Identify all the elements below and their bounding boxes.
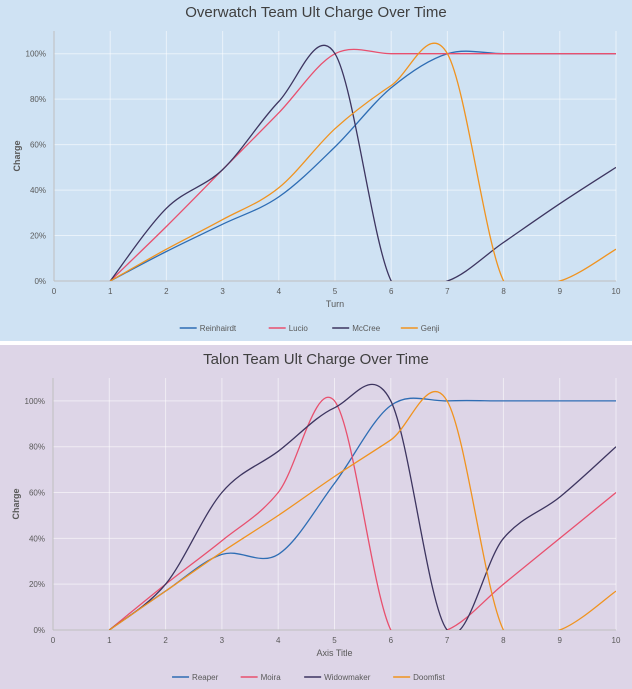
x-tick-label: 1 [108,287,113,296]
gridlines [52,378,617,631]
y-tick-label: 100% [25,397,45,406]
series-line-doomfist [108,391,616,630]
x-axis-title: Axis Title [316,648,352,658]
chart-panel-overwatch: Overwatch Team Ult Charge Over Time 0 1 2 3… [0,0,632,341]
legend-label: Doomfist [413,673,445,682]
chart-panel-talon: Talon Team Ult Charge Over Time 0 1 2 3 4 5 6 7… [0,345,632,689]
legend-label: Lucio [289,324,309,333]
chart-overwatch: 0 1 2 3 4 5 6 7 8 9 100%20%40%60%80%100%TurnCharge… [12,31,621,333]
x-tick-label: 5 [332,636,337,645]
x-tick-label: 10 [612,287,621,296]
y-tick-label: 40% [30,186,46,195]
series-line-mccree [109,44,616,281]
y-tick-label: 20% [29,580,45,589]
legend-label: Reaper [192,673,219,682]
x-tick-label: 8 [501,287,506,296]
series-line-genji [109,42,616,281]
y-tick-label: 80% [30,95,46,104]
x-tick-label: 10 [612,636,621,645]
x-tick-label: 9 [558,287,563,296]
series-line-reaper [108,397,616,630]
x-tick-label: 0 [52,287,57,296]
series-line-widowmaker [108,383,616,630]
y-tick-label: 40% [29,534,45,543]
legend-label: Moira [261,673,282,682]
legend-label: Widowmaker [324,673,371,682]
y-axis-title: Charge [11,488,21,519]
x-tick-label: 2 [163,636,168,645]
x-tick-label: 0 [51,636,56,645]
y-tick-label: 0% [34,277,46,286]
x-tick-label: 5 [333,287,338,296]
x-tick-label: 3 [220,287,225,296]
x-tick-label: 7 [445,636,450,645]
x-tick-label: 4 [277,287,282,296]
y-tick-label: 60% [29,489,45,498]
y-tick-label: 20% [30,232,46,241]
legend: Reaper Moira Widowmaker Doomfist [172,673,445,682]
x-tick-label: 1 [107,636,112,645]
x-tick-label: 6 [389,636,394,645]
y-axis-title: Charge [12,140,22,171]
legend: Reinhairdt Lucio McCree Genji [179,324,440,333]
y-tick-label: 0% [33,626,45,635]
x-tick-label: 9 [557,636,562,645]
legend-label: McCree [352,324,381,333]
chart-title: Talon Team Ult Charge Over Time [203,351,429,368]
x-tick-label: 4 [276,636,281,645]
x-tick-label: 6 [389,287,394,296]
x-axis-title: Turn [326,299,344,309]
chart-divider [0,341,632,345]
y-tick-label: 100% [26,50,46,59]
plot-area [109,42,616,281]
y-tick-label: 80% [29,443,45,452]
series-line-lucio [109,48,616,281]
y-tick-label: 60% [30,141,46,150]
x-tick-label: 8 [501,636,506,645]
legend-label: Reinhairdt [200,324,237,333]
x-tick-label: 3 [220,636,225,645]
chart-title: Overwatch Team Ult Charge Over Time [185,4,447,21]
chart-talon: 0 1 2 3 4 5 6 7 8 9 100%20%40%60%80%100%Axis Title… [11,378,621,682]
legend-label: Genji [421,324,440,333]
x-tick-label: 7 [445,287,450,296]
plot-area [108,383,616,630]
x-tick-label: 2 [164,287,169,296]
series-line-moira [108,396,616,630]
